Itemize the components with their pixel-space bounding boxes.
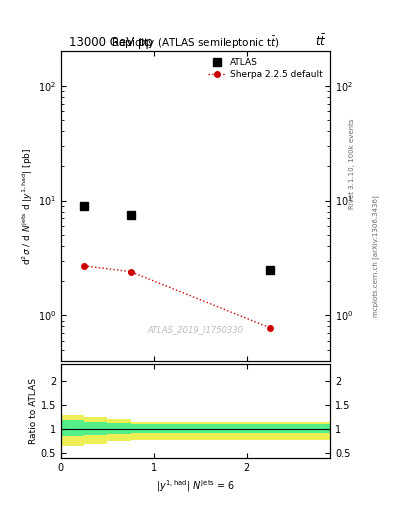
Text: ATLAS_2019_I1750330: ATLAS_2019_I1750330 [147,326,244,334]
Text: 13000 GeV pp: 13000 GeV pp [69,36,152,49]
Line: Sherpa 2.2.5 default: Sherpa 2.2.5 default [81,263,273,330]
Text: mcplots.cern.ch [arXiv:1306.3436]: mcplots.cern.ch [arXiv:1306.3436] [372,195,379,317]
Line: ATLAS: ATLAS [80,202,274,274]
ATLAS [128,212,133,218]
Sherpa 2.2.5 default [128,269,133,275]
Text: Rivet 3.1.10, 100k events: Rivet 3.1.10, 100k events [349,119,355,209]
Sherpa 2.2.5 default [82,263,86,269]
ATLAS [267,267,272,273]
Y-axis label: Ratio to ATLAS: Ratio to ATLAS [29,378,38,444]
ATLAS [82,203,86,209]
Legend: ATLAS, Sherpa 2.2.5 default: ATLAS, Sherpa 2.2.5 default [205,56,326,82]
Text: t$\bar{t}$: t$\bar{t}$ [315,33,326,49]
Title: Rapidity (ATLAS semileptonic t$\bar{t}$): Rapidity (ATLAS semileptonic t$\bar{t}$) [111,35,280,51]
Y-axis label: d$^{2}\sigma$ / d $N^{\rm jets}$ d |$y^{\rm 1,had}$| [pb]: d$^{2}\sigma$ / d $N^{\rm jets}$ d |$y^{… [20,147,35,265]
X-axis label: |$y^{\rm 1,had}$| $N^{\rm jets}$ = 6: |$y^{\rm 1,had}$| $N^{\rm jets}$ = 6 [156,479,235,495]
Sherpa 2.2.5 default [267,325,272,331]
